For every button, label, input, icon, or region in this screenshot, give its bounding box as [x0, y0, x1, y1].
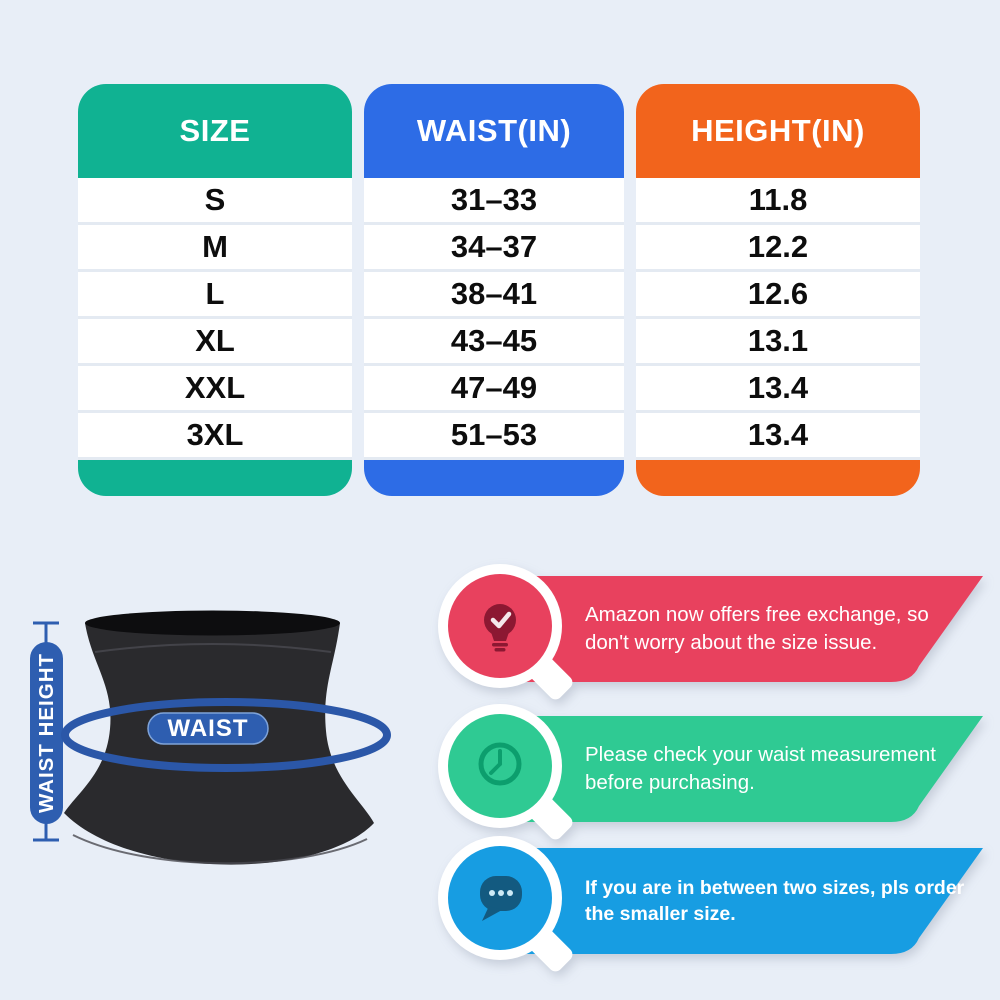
callout-line: the smaller size.: [585, 903, 736, 925]
waist-trainer-diagram: WAIST HEIGHT WAIST: [30, 610, 391, 865]
column-footer-height: [636, 460, 920, 496]
callout-banner-red: [438, 564, 983, 700]
waist-measure-ring: [61, 698, 391, 772]
column-footer-size: [78, 460, 352, 496]
size-cell: S: [78, 178, 352, 225]
size-cell: L: [78, 272, 352, 319]
trainer-top-opening: [85, 610, 340, 636]
waist-pill: [147, 712, 269, 745]
callout-text: If you are in between two sizes, pls ord…: [585, 848, 965, 954]
column-header-size: SIZE: [78, 84, 352, 178]
callout-line: Please check your waist measurement: [585, 743, 936, 767]
banner-shape: [505, 848, 983, 954]
height-cell: 13.1: [636, 319, 920, 366]
waist-height-pill: [30, 642, 63, 824]
size-cell: 3XL: [78, 413, 352, 460]
callout-line: don't worry about the size issue.: [585, 631, 878, 654]
chat-dots-icon: [480, 876, 522, 921]
waist-cell: 38–41: [364, 272, 624, 319]
callout-between-sizes: If you are in between two sizes, pls ord…: [435, 832, 990, 980]
column-header-waist: WAIST(IN): [364, 84, 624, 178]
waist-column: WAIST(IN) 31–33 34–37 38–41 43–45 47–49 …: [364, 84, 624, 496]
callout-line: Amazon now offers free exchange, so: [585, 603, 929, 627]
waist-cell: 31–33: [364, 178, 624, 225]
size-column: SIZE S M L XL XXL 3XL: [78, 84, 352, 496]
height-cell: 13.4: [636, 366, 920, 413]
size-cell: XXL: [78, 366, 352, 413]
callout-line: If you are in between two sizes, pls ord…: [585, 876, 965, 899]
callout-check-measurement: Please check your waist measurement befo…: [435, 700, 990, 848]
callout-text: Amazon now offers free exchange, so don'…: [585, 576, 930, 682]
size-cell: XL: [78, 319, 352, 366]
callout-free-exchange: Amazon now offers free exchange, so don'…: [435, 560, 990, 708]
height-column: HEIGHT(IN) 11.8 12.2 12.6 13.1 13.4 13.4: [636, 84, 920, 496]
trainer-top-seam: [94, 643, 332, 653]
height-cell: 12.6: [636, 272, 920, 319]
callout-line: before purchasing.: [585, 771, 755, 794]
clock-icon: [478, 742, 522, 786]
banner-shape: [505, 716, 983, 822]
column-footer-waist: [364, 460, 624, 496]
waist-cell: 51–53: [364, 413, 624, 460]
waist-cell: 34–37: [364, 225, 624, 272]
banner-shape: [505, 576, 983, 682]
waist-height-label: WAIST HEIGHT: [35, 653, 58, 813]
waist-label: WAIST: [168, 715, 249, 742]
callout-text: Please check your waist measurement befo…: [585, 716, 936, 822]
waist-cell: 43–45: [364, 319, 624, 366]
height-cell: 13.4: [636, 413, 920, 460]
size-cell: M: [78, 225, 352, 272]
callout-banner-blue: [438, 836, 983, 972]
waist-cell: 47–49: [364, 366, 624, 413]
column-header-height: HEIGHT(IN): [636, 84, 920, 178]
height-cell: 12.2: [636, 225, 920, 272]
size-chart-table: SIZE S M L XL XXL 3XL WAIST(IN) 31–33 34…: [78, 84, 920, 498]
callout-banner-green: [438, 704, 983, 840]
height-cell: 11.8: [636, 178, 920, 225]
lightbulb-check-icon: [484, 604, 516, 652]
trainer-bottom-seam: [72, 834, 368, 865]
